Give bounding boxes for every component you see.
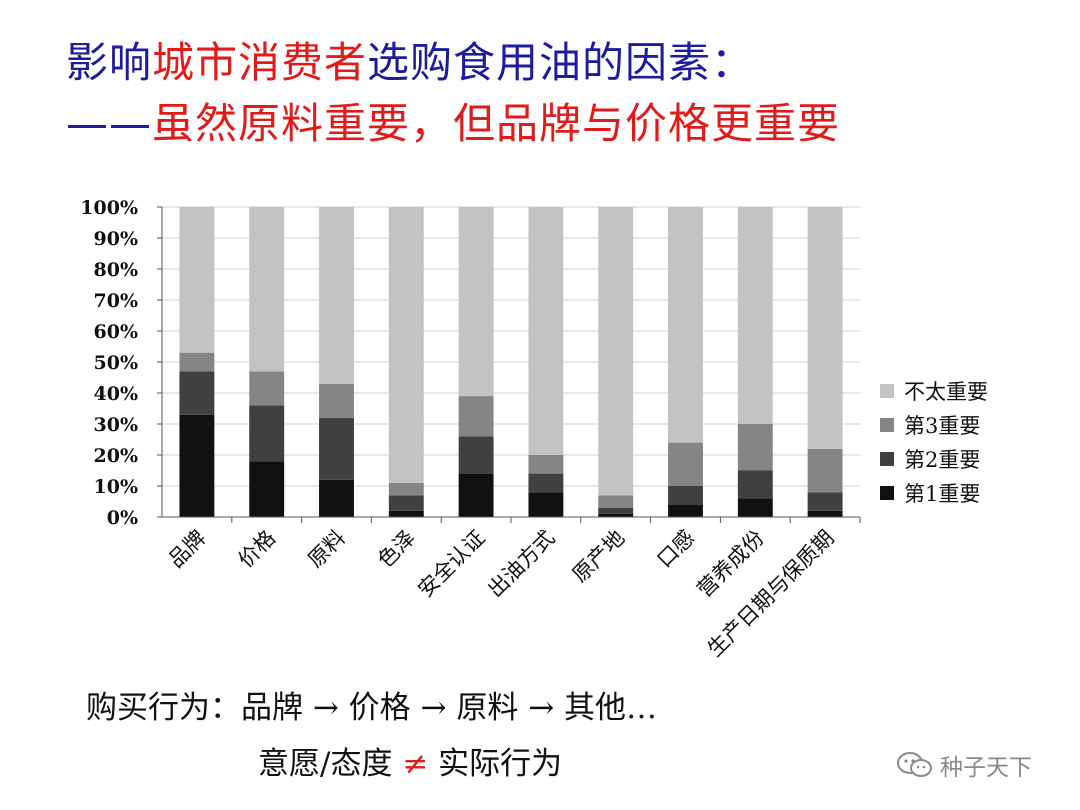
wechat-icon <box>897 752 932 777</box>
not-equal-sign: ≠ <box>402 746 429 782</box>
y-tick-label: 90% <box>94 228 139 250</box>
y-tick-label: 100% <box>80 197 138 219</box>
legend-swatch <box>880 384 894 398</box>
title-part1: 影响 <box>66 38 153 87</box>
bar-segment <box>668 504 703 517</box>
bar-segment <box>388 510 424 517</box>
bar-segment <box>388 482 424 496</box>
bar-segment <box>807 510 843 517</box>
legend-item: 不太重要 <box>880 374 988 408</box>
bar-segment <box>388 207 424 483</box>
bar-segment <box>388 495 424 511</box>
bar-segment <box>319 207 354 384</box>
y-tick-label: 10% <box>94 476 139 498</box>
bar-segment <box>249 461 285 517</box>
bar-segment <box>179 207 215 353</box>
bar-segment <box>598 207 634 496</box>
x-tick-label: 价格 <box>234 526 281 573</box>
title-part3: 选购食用油的因素： <box>367 38 755 87</box>
attitude-vs-behavior-note: 意愿/态度 ≠ 实际行为 <box>258 738 562 783</box>
bar-segment <box>249 207 285 372</box>
y-tick-label: 30% <box>94 414 139 436</box>
legend-item: 第2重要 <box>880 442 988 476</box>
y-tick-label: 20% <box>94 445 139 467</box>
x-tick-label: 品牌 <box>164 526 211 573</box>
x-tick-label: 原产地 <box>568 526 630 588</box>
bar-segment <box>249 405 285 462</box>
purchase-behavior-note: 购买行为：品牌 → 价格 → 原料 → 其他… <box>86 690 658 726</box>
legend-item: 第1重要 <box>880 476 988 510</box>
x-tick-label: 安全认证 <box>413 526 489 602</box>
bar-segment <box>668 442 703 486</box>
bar-segment <box>249 371 285 406</box>
y-tick-label: 40% <box>94 383 139 405</box>
bar-segment <box>807 492 843 511</box>
subtitle-dash: —— <box>66 99 152 148</box>
watermark-text: 种子天下 <box>940 755 1032 781</box>
x-tick-label: 出油方式 <box>483 526 559 602</box>
x-tick-label: 生产日期与保质期 <box>703 526 839 662</box>
legend-item: 第3重要 <box>880 408 988 442</box>
legend-swatch <box>880 486 894 500</box>
bar-segment <box>737 207 773 424</box>
legend-swatch <box>880 418 894 432</box>
bar-segment <box>528 473 564 493</box>
behavior-text: 实际行为 <box>438 746 563 782</box>
x-tick-label: 原料 <box>303 526 350 573</box>
bar-segment <box>458 207 494 397</box>
chart-legend: 不太重要第3重要第2重要第1重要 <box>880 374 988 510</box>
bar-segment <box>319 383 354 418</box>
legend-swatch <box>880 452 894 466</box>
bar-segment <box>807 448 843 493</box>
attitude-text: 意愿/态度 <box>258 746 393 782</box>
legend-label: 第1重要 <box>904 482 981 506</box>
title-part2: 城市消费者 <box>152 38 368 87</box>
bar-segment <box>319 417 354 480</box>
x-tick-label: 口感 <box>652 526 699 573</box>
bar-segment <box>528 455 564 474</box>
page-subtitle: ——虽然原料重要，但品牌与价格更重要 <box>66 103 840 145</box>
x-tick-label: 色泽 <box>373 526 420 573</box>
bar-segment <box>737 424 773 471</box>
y-tick-label: 0% <box>107 507 138 529</box>
bar-segment <box>737 498 773 517</box>
bar-segment <box>179 371 215 415</box>
y-tick-label: 80% <box>94 259 139 281</box>
bar-segment <box>458 473 494 517</box>
bar-segment <box>319 479 354 517</box>
bar-segment <box>668 207 703 443</box>
bar-segment <box>179 352 215 372</box>
watermark: 种子天下 <box>896 748 1032 782</box>
bar-segment <box>807 207 843 449</box>
bar-segment <box>179 414 215 517</box>
legend-label: 不太重要 <box>904 380 988 404</box>
bar-segment <box>528 207 564 455</box>
bar-segment <box>458 436 494 474</box>
page-title-line1: 影响城市消费者选购食用油的因素： <box>66 42 754 84</box>
bar-segment <box>598 495 634 508</box>
y-tick-label: 50% <box>94 352 139 374</box>
bar-segment <box>598 507 634 514</box>
bar-segment <box>598 513 634 517</box>
bar-segment <box>668 486 703 505</box>
bar-segment <box>737 470 773 499</box>
legend-label: 第3重要 <box>904 414 981 438</box>
legend-label: 第2重要 <box>904 448 981 472</box>
subtitle-text: 虽然原料重要，但品牌与价格更重要 <box>152 99 841 148</box>
y-tick-label: 70% <box>94 290 139 312</box>
bar-segment <box>528 492 564 517</box>
bar-segment <box>458 396 494 437</box>
y-tick-label: 60% <box>94 321 139 343</box>
